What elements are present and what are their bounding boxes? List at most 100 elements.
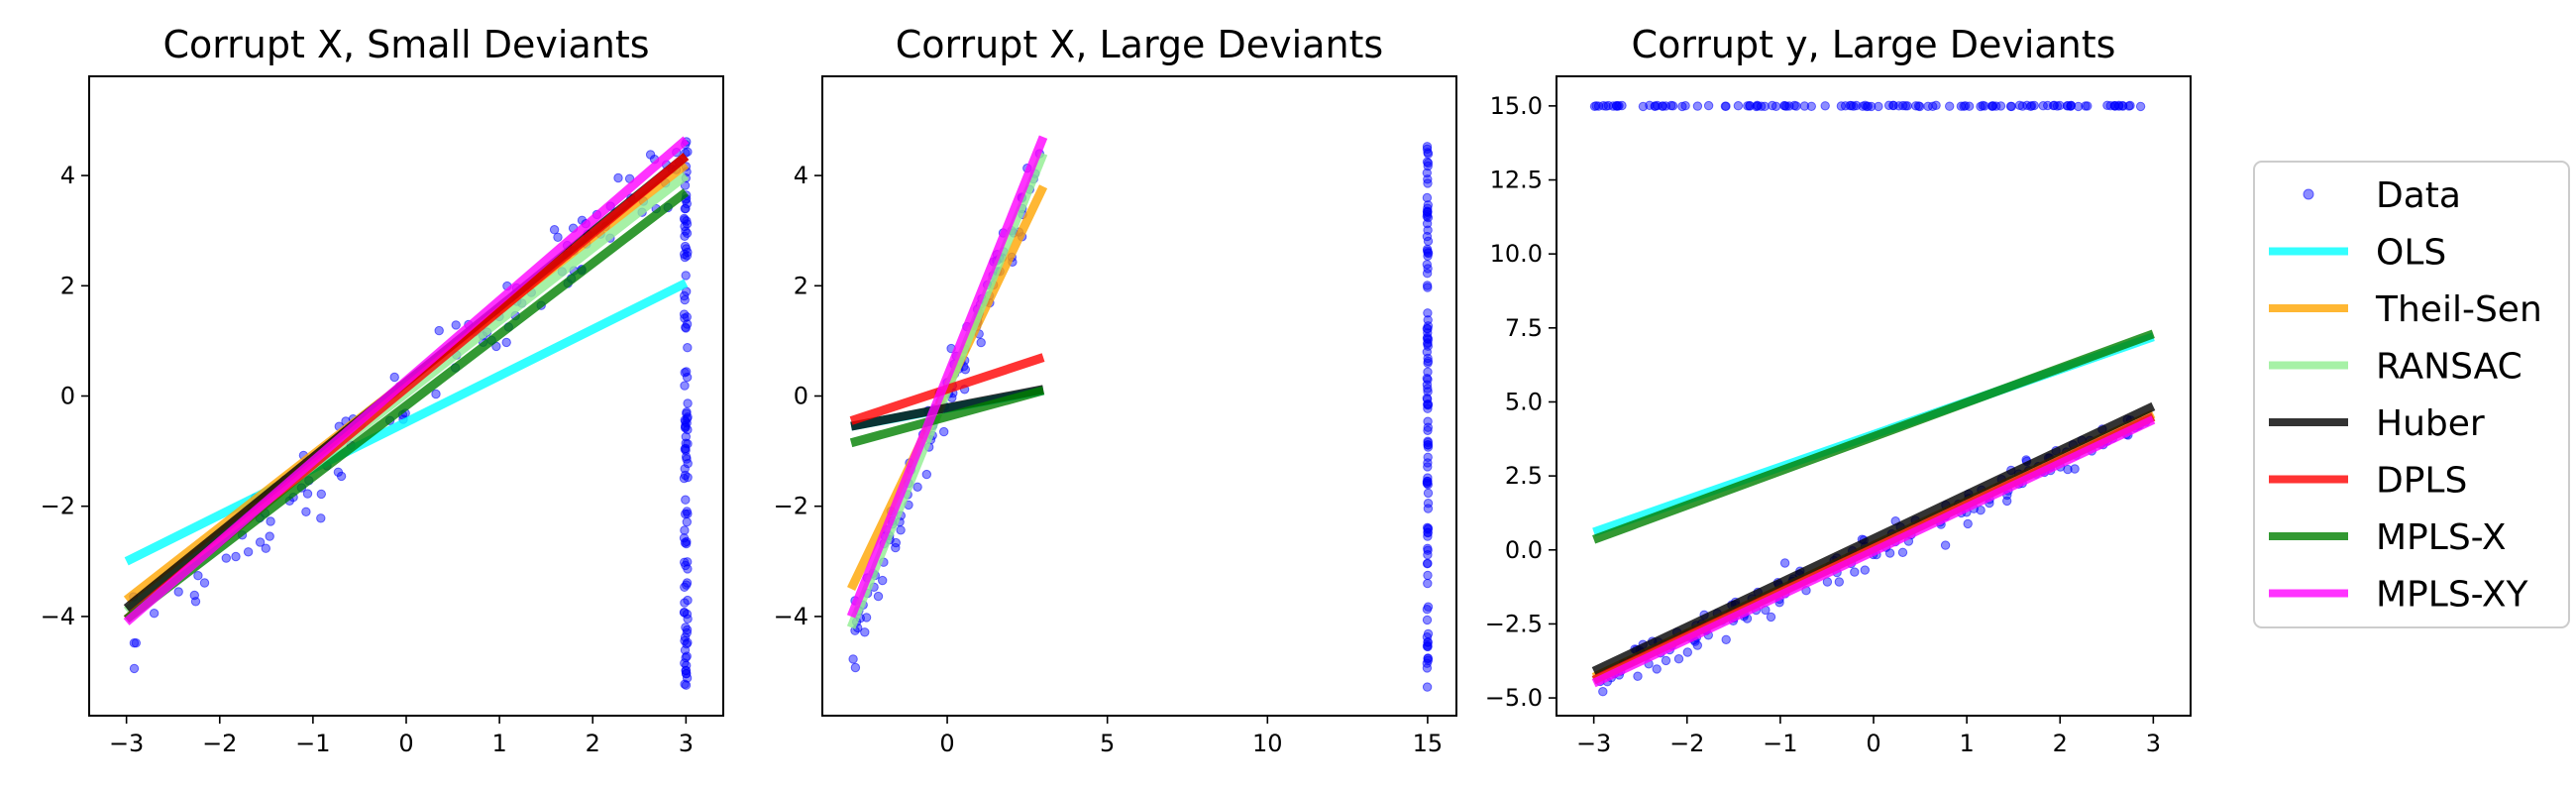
- data-point: [1766, 612, 1776, 623]
- data-point: [1721, 634, 1731, 644]
- y-tick-label: 10.0: [1490, 240, 1543, 268]
- outlier-point: [1423, 203, 1433, 213]
- outlier-point: [1781, 101, 1791, 111]
- outlier-point: [1423, 641, 1433, 652]
- outlier-point: [680, 203, 690, 214]
- legend-marker: [2303, 188, 2314, 200]
- y-tick-label: 0: [60, 383, 75, 410]
- outlier-point: [1791, 101, 1801, 111]
- outlier-point: [681, 623, 691, 632]
- outlier-point: [1423, 148, 1433, 158]
- outlier-point: [1667, 101, 1678, 111]
- panel-title: Corrupt X, Small Deviants: [162, 23, 649, 66]
- fit-line-mpls-x: [123, 188, 690, 623]
- fit-line-huber: [1591, 401, 2156, 676]
- outlier-point: [1756, 101, 1767, 111]
- outlier-point: [1978, 100, 1987, 111]
- axes-frame: [1556, 75, 2192, 717]
- y-tick-label: −2.5: [1485, 610, 1543, 637]
- legend-label: OLS: [2376, 233, 2446, 274]
- outlier-point: [1423, 422, 1434, 432]
- outlier-point: [1617, 100, 1627, 111]
- outlier-point: [680, 241, 691, 252]
- outlier-point: [680, 231, 690, 242]
- outlier-point: [1423, 523, 1434, 533]
- outlier-point: [681, 495, 691, 505]
- fit-line-dpls: [849, 353, 1045, 425]
- outlier-point: [1422, 218, 1433, 229]
- data-point: [860, 627, 870, 637]
- data-point: [131, 638, 142, 648]
- fit-lines: [1591, 329, 2156, 688]
- outlier-point: [1423, 499, 1434, 509]
- outlier-point: [1423, 251, 1433, 261]
- legend-label: DPLS: [2376, 461, 2467, 502]
- outlier-point: [1423, 384, 1433, 394]
- outlier-point: [2029, 100, 2039, 111]
- data-point: [1661, 655, 1671, 666]
- data-point: [333, 467, 344, 477]
- data-point: [912, 482, 922, 492]
- data-point: [850, 662, 861, 673]
- outlier-point: [683, 557, 693, 567]
- legend-item-mpls-xy: MPLS-XY: [2269, 575, 2529, 616]
- outlier-point: [1423, 636, 1433, 647]
- y-tick-label: −2: [41, 493, 75, 520]
- data-point: [1860, 565, 1871, 575]
- scatter-points: [1589, 100, 2151, 697]
- x-tick-label: 10: [1252, 730, 1283, 757]
- outlier-point: [681, 652, 691, 663]
- outlier-point: [2014, 100, 2025, 111]
- data-point: [873, 591, 884, 602]
- legend-label: Data: [2376, 175, 2461, 216]
- outlier-point: [680, 645, 691, 655]
- data-point: [2070, 464, 2080, 474]
- outlier-point: [1703, 100, 1714, 111]
- data-point: [861, 613, 872, 623]
- outlier-point: [682, 660, 692, 670]
- outlier-point: [1658, 101, 1667, 111]
- y-tick-label: −4: [774, 603, 808, 630]
- outlier-point: [1423, 225, 1433, 235]
- outlier-point: [1874, 101, 1883, 112]
- x-tick-label: −1: [295, 730, 330, 757]
- data-point: [1897, 547, 1908, 557]
- outlier-point: [2110, 101, 2120, 111]
- outlier-point: [682, 216, 692, 226]
- outlier-point: [1888, 100, 1898, 111]
- outlier-point: [681, 271, 691, 281]
- data-point: [1963, 518, 1973, 529]
- x-tick-label: 5: [1100, 730, 1115, 757]
- data-point: [389, 372, 399, 383]
- data-point: [1598, 687, 1608, 697]
- outlier-point: [1423, 462, 1433, 472]
- outlier-point: [1423, 367, 1433, 377]
- outlier-point: [1820, 101, 1830, 111]
- legend-label: MPLS-X: [2376, 517, 2507, 558]
- outlier-point: [682, 408, 692, 418]
- outlier-point: [1638, 101, 1649, 112]
- outlier-point: [681, 452, 692, 462]
- outlier-point: [1840, 101, 1851, 111]
- data-point: [1850, 567, 1860, 577]
- outlier-point: [1423, 332, 1433, 342]
- outlier-point: [680, 249, 690, 260]
- data-point: [891, 537, 901, 548]
- data-point: [431, 389, 441, 399]
- x-tick-label: −3: [109, 730, 144, 757]
- data-point: [1940, 540, 1951, 550]
- outlier-point: [1422, 168, 1433, 178]
- legend-label: Huber: [2376, 403, 2485, 444]
- data-point: [231, 551, 241, 562]
- outlier-point: [683, 595, 693, 606]
- outlier-point: [1422, 323, 1433, 334]
- data-point: [939, 426, 949, 437]
- data-point: [549, 225, 560, 235]
- outlier-point: [682, 372, 693, 383]
- outlier-point: [1603, 100, 1614, 111]
- outlier-point: [1422, 615, 1433, 625]
- y-tick-label: 4: [60, 162, 75, 189]
- data-point: [451, 320, 461, 330]
- outlier-point: [683, 398, 693, 408]
